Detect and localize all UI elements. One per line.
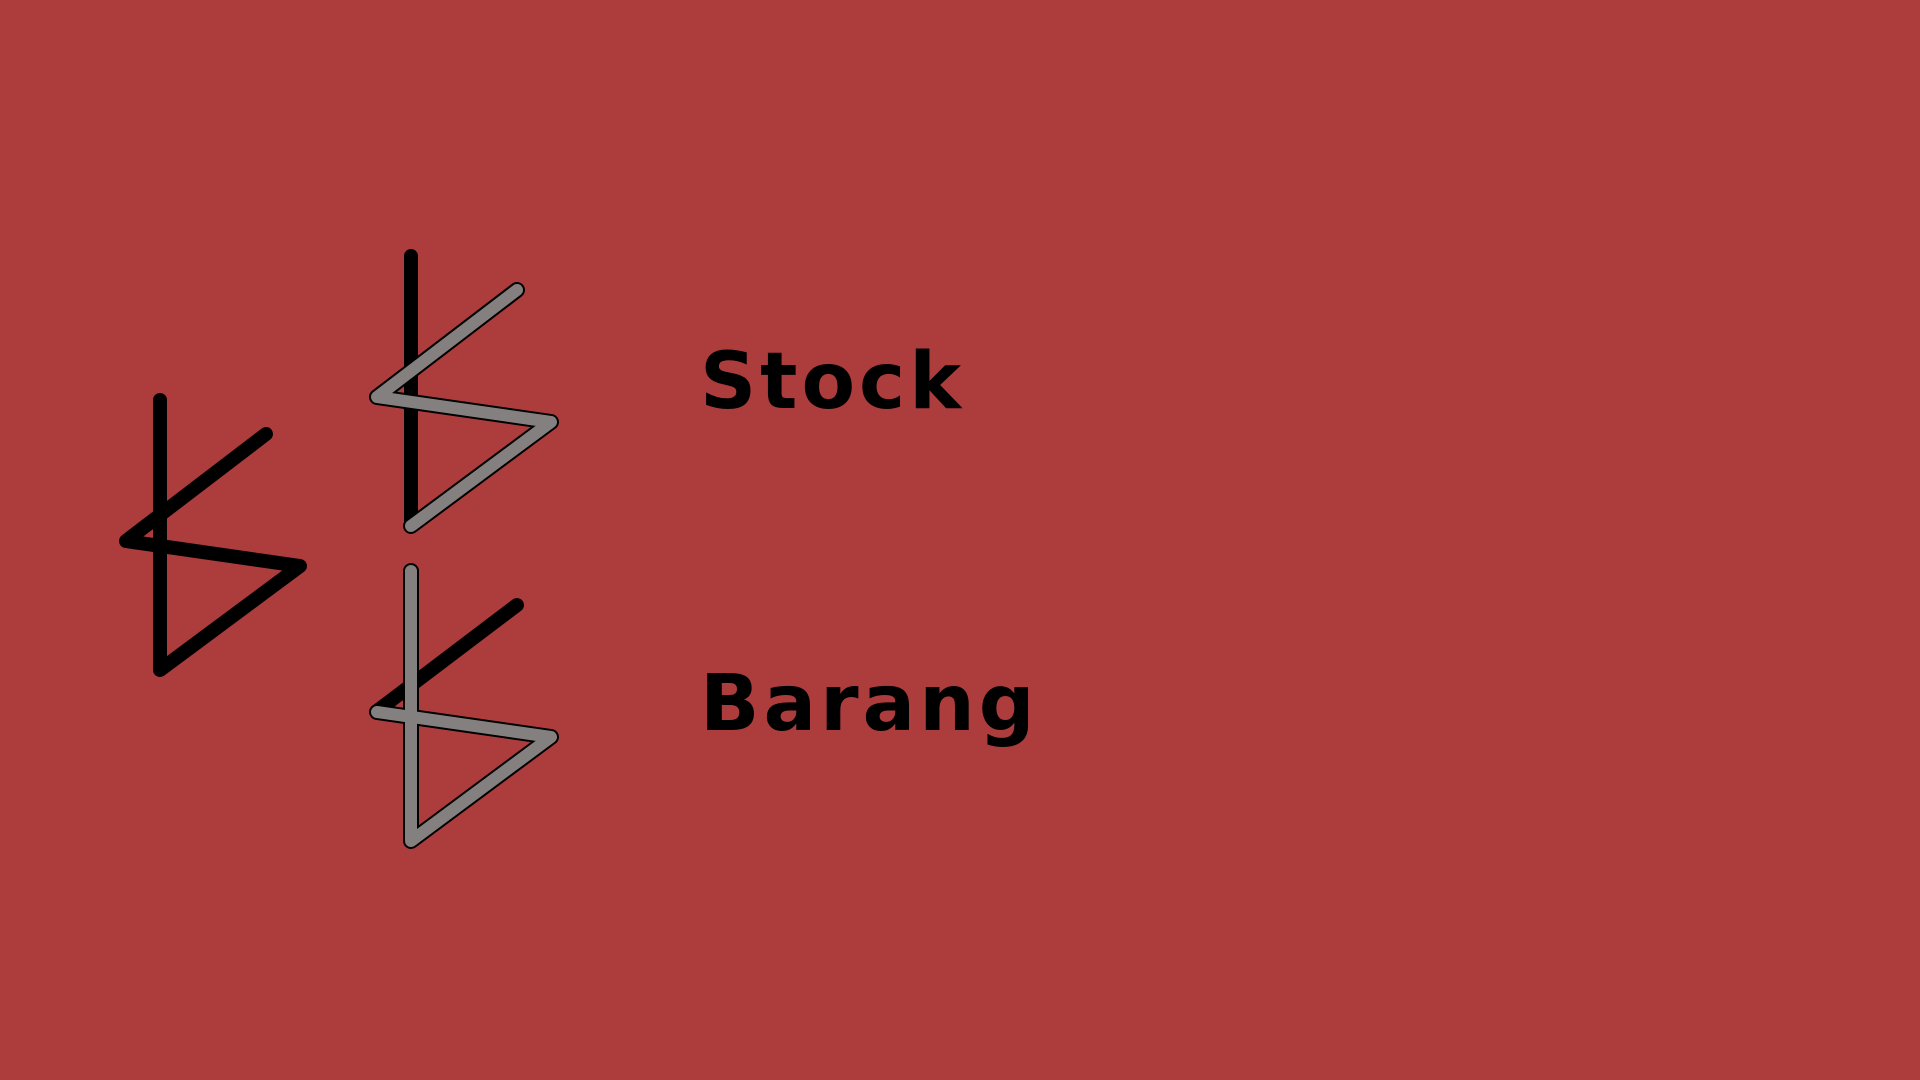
- bottom-right-glyph-icon: [369, 563, 559, 849]
- word-barang: Barang: [700, 659, 1039, 749]
- bottom-right-glyph-shape: [371, 565, 557, 847]
- top-right-glyph-outline: [371, 284, 557, 532]
- bottom-right-glyph-diagonal: [370, 598, 524, 718]
- left-glyph-icon: [119, 393, 307, 677]
- word-stock: Stock: [700, 337, 966, 427]
- left-glyph-stroke: [119, 393, 307, 677]
- top-right-glyph-icon: [369, 249, 559, 534]
